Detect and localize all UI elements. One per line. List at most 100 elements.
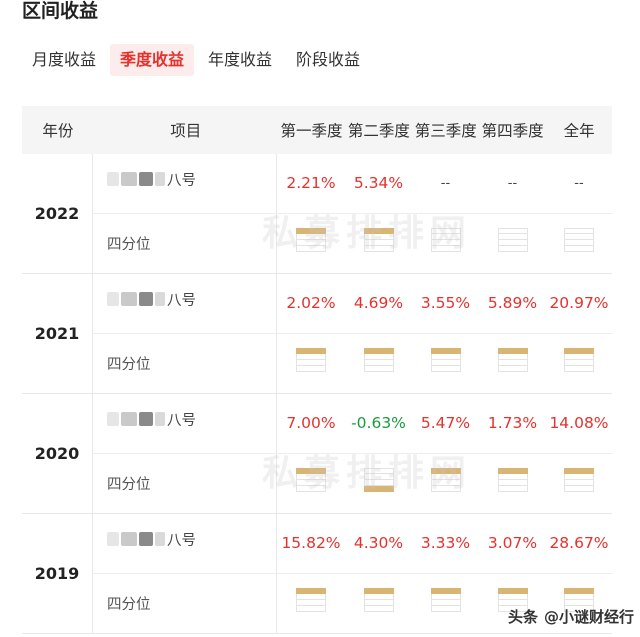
return-value: 2.02%	[286, 294, 336, 313]
quartile-rank-icon	[430, 588, 461, 618]
redacted-name-block	[121, 292, 137, 307]
quartile-cell	[546, 214, 612, 274]
year-block: 2021 八号 2.02% 4.69% 3.55% 5.89% 20.97% 四分位	[22, 274, 612, 394]
table-row: 四分位	[93, 453, 612, 514]
section-title: 区间收益	[22, 0, 99, 22]
return-value: 5.34%	[353, 174, 404, 193]
quarterly-returns-table: 年份 项目 第一季度 第二季度 第三季度 第四季度 全年 2022 八号 2.21%…	[22, 106, 612, 634]
return-value: 15.82%	[281, 534, 341, 553]
table-body: 2022 八号 2.21% 5.34% -- -- -- 四分位 2021 八号 2.02% 4.69…	[22, 154, 612, 634]
quartile-cell	[345, 334, 412, 394]
tab-monthly[interactable]: 月度收益	[32, 50, 97, 69]
quartile-label: 四分位	[93, 213, 277, 273]
period-tabs: 月度收益 季度收益 年度收益 阶段收益	[22, 44, 374, 76]
fund-name-suffix: 八号	[167, 412, 196, 429]
redacted-name-block	[155, 292, 165, 307]
quartile-cell	[277, 454, 345, 514]
quartile-rank-icon	[564, 468, 594, 498]
return-value: 5.89%	[487, 294, 538, 313]
quartile-rank-icon	[497, 588, 528, 618]
quartile-rank-icon	[564, 348, 594, 378]
quartile-cell	[345, 454, 412, 514]
table-header: 年份 项目 第一季度 第二季度 第三季度 第四季度 全年	[22, 106, 612, 154]
quartile-cell	[479, 334, 546, 394]
quartile-cell	[412, 454, 479, 514]
redacted-name-block	[121, 532, 137, 547]
table-row: 四分位	[93, 213, 612, 274]
fund-name-suffix: 八号	[167, 172, 196, 189]
redacted-name-block	[121, 172, 137, 187]
tab-stage[interactable]: 阶段收益	[296, 50, 361, 69]
year-cell: 2020	[22, 394, 93, 513]
return-value: --	[507, 175, 518, 191]
quartile-rank-icon	[363, 348, 394, 378]
header-q4: 第四季度	[481, 122, 544, 140]
quartile-cell	[546, 334, 612, 394]
table-row: 八号 7.00% -0.63% 5.47% 1.73% 14.08%	[93, 394, 612, 454]
quartile-cell	[345, 574, 412, 634]
quartile-rank-icon	[430, 468, 461, 498]
quartile-cell	[345, 214, 412, 274]
quartile-rank-icon	[296, 348, 326, 378]
return-value: -0.63%	[351, 414, 406, 433]
return-value: --	[440, 175, 451, 191]
header-q1: 第一季度	[280, 122, 343, 140]
quartile-rank-icon	[564, 228, 594, 258]
source-badge: 头条 @小谜财经行	[508, 606, 634, 627]
return-value: 4.69%	[353, 294, 404, 313]
quartile-cell	[479, 454, 546, 514]
table-row: 四分位	[93, 333, 612, 394]
badge-account: @小谜财经行	[543, 608, 634, 626]
redacted-name-block	[139, 532, 153, 547]
return-value: 1.73%	[487, 414, 538, 433]
tab-yearly[interactable]: 年度收益	[208, 50, 273, 69]
quartile-rank-icon	[296, 468, 326, 498]
fund-name-cell[interactable]: 八号	[93, 394, 277, 453]
year-block: 2019 八号 15.82% 4.30% 3.33% 3.07% 28.67% 四分位	[22, 514, 612, 634]
quartile-cell	[479, 214, 546, 274]
header-q3: 第三季度	[414, 122, 477, 140]
return-value: 28.67%	[549, 534, 609, 553]
return-value: 3.07%	[487, 534, 538, 553]
fund-name-suffix: 八号	[167, 532, 196, 549]
redacted-name-block	[107, 532, 119, 547]
quartile-cell	[277, 214, 345, 274]
fund-name-cell[interactable]: 八号	[93, 274, 277, 333]
quartile-cell	[546, 454, 612, 514]
redacted-name-block	[107, 172, 119, 187]
redacted-name-block	[107, 412, 119, 427]
fund-name-cell[interactable]: 八号	[93, 514, 277, 573]
return-value: --	[574, 175, 584, 191]
table-row: 八号 15.82% 4.30% 3.33% 3.07% 28.67%	[93, 514, 612, 574]
quartile-rank-icon	[296, 588, 326, 618]
quartile-rank-icon	[363, 588, 394, 618]
quartile-rank-icon	[363, 228, 394, 258]
year-block: 2022 八号 2.21% 5.34% -- -- -- 四分位	[22, 154, 612, 274]
redacted-name-block	[107, 292, 119, 307]
return-value: 2.21%	[286, 174, 336, 193]
redacted-name-block	[139, 292, 153, 307]
quartile-rank-icon	[430, 228, 461, 258]
table-row: 八号 2.21% 5.34% -- -- --	[93, 154, 612, 214]
tab-quarterly[interactable]: 季度收益	[110, 44, 195, 76]
year-cell: 2022	[22, 154, 93, 273]
quartile-cell	[412, 574, 479, 634]
header-item: 项目	[170, 122, 202, 140]
quartile-rank-icon	[497, 348, 528, 378]
quartile-label: 四分位	[93, 573, 277, 633]
quartile-rank-icon	[497, 468, 528, 498]
table-row: 四分位	[93, 573, 612, 634]
redacted-name-block	[121, 412, 137, 427]
return-value: 3.33%	[420, 534, 471, 553]
year-block: 2020 八号 7.00% -0.63% 5.47% 1.73% 14.08% 四分位	[22, 394, 612, 514]
year-cell: 2019	[22, 514, 93, 633]
fund-name-cell[interactable]: 八号	[93, 154, 277, 213]
redacted-name-block	[139, 412, 153, 427]
quartile-cell	[277, 334, 345, 394]
redacted-name-block	[155, 412, 165, 427]
quartile-rank-icon	[430, 348, 461, 378]
badge-brand: 头条	[507, 608, 538, 626]
return-value: 5.47%	[420, 414, 471, 433]
quartile-cell	[412, 334, 479, 394]
header-q2: 第二季度	[347, 122, 410, 140]
